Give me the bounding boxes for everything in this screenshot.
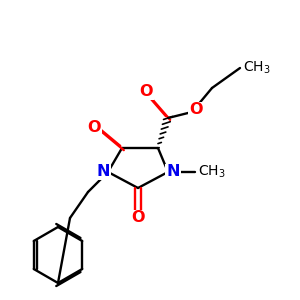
Text: CH$_3$: CH$_3$ xyxy=(198,164,226,180)
Text: O: O xyxy=(139,85,153,100)
Text: O: O xyxy=(87,121,101,136)
Text: CH$_3$: CH$_3$ xyxy=(243,60,271,76)
Text: O: O xyxy=(131,211,145,226)
Text: N: N xyxy=(96,164,110,179)
Text: O: O xyxy=(189,103,203,118)
Text: N: N xyxy=(166,164,180,179)
